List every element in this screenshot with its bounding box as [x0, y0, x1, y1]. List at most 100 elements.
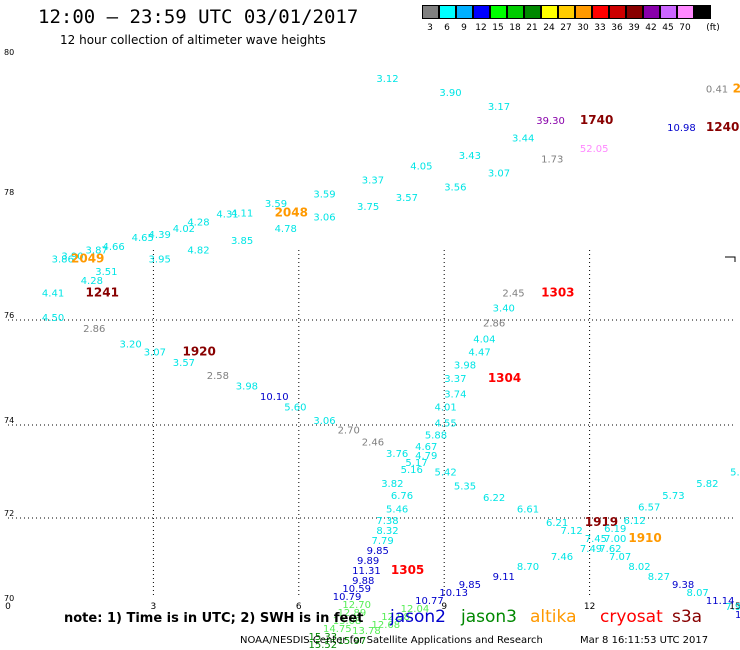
scale-swatch: [643, 5, 660, 19]
time-label: 1304: [488, 371, 521, 385]
swh-value: 3.37: [362, 176, 384, 187]
time-label: 1920: [182, 345, 215, 359]
swh-value: 7.00: [604, 534, 626, 545]
swh-value: 3.37: [444, 374, 466, 385]
swh-value: 8.70: [517, 562, 539, 573]
swh-value: 5.46: [386, 505, 408, 516]
swh-value: 8.27: [648, 572, 670, 583]
scale-label: 9: [461, 23, 467, 33]
swh-value: 4.05: [410, 162, 432, 173]
swh-value: 1.73: [541, 155, 563, 166]
time-label: 1740: [580, 113, 613, 127]
lat-tick-label: 76: [4, 311, 14, 320]
swh-value: 3.98: [236, 382, 258, 393]
swh-value: 3.20: [119, 340, 141, 351]
swh-value: 3.12: [376, 74, 398, 85]
swh-value: 3.56: [444, 183, 466, 194]
scale-swatch: [694, 5, 711, 19]
swh-value: 11.31: [352, 566, 381, 577]
scale-label: 18: [509, 23, 521, 33]
swh-value: 4.31: [216, 210, 238, 221]
swh-value: 3.95: [149, 255, 171, 266]
axis-ticks: 0 3 6 9 12 15 70 72 74 76 78 80: [4, 48, 740, 612]
lat-tick-label: 70: [4, 594, 14, 603]
swh-value: 4.02: [173, 224, 195, 235]
swh-value: 4.55: [435, 418, 457, 429]
scale-label: 3: [427, 23, 433, 33]
swh-value: 6.61: [517, 505, 539, 516]
swh-value: 5.35: [454, 481, 476, 492]
swh-value: 39.30: [536, 116, 565, 127]
swh-value: 6.19: [604, 524, 626, 535]
swh-value: 7.93: [725, 602, 740, 613]
swh-value: 3.07: [144, 348, 166, 359]
swh-value: 12.70: [342, 600, 371, 611]
legend-s3a: s3a: [672, 607, 703, 627]
legend-jason3: jason3: [461, 607, 517, 627]
scale-swatch: [422, 5, 439, 19]
swh-value: 5.42: [435, 468, 457, 479]
lon-tick-label: 9: [441, 602, 447, 612]
swh-value: 4.78: [275, 224, 297, 235]
swh-value: 10.59: [342, 584, 371, 595]
scale-label: 27: [560, 23, 572, 33]
swh-value: 10.98: [667, 123, 696, 134]
swh-value: 4.39: [149, 230, 171, 241]
timestamp: Mar 8 16:11:53 UTC 2017: [580, 635, 709, 646]
swh-value: 4.82: [187, 245, 209, 256]
map-grid: [8, 250, 736, 598]
time-label: 1241: [86, 285, 119, 299]
swh-value: 52.05: [580, 144, 609, 155]
swh-value: 15.33: [308, 632, 337, 643]
swh-value: 3.44: [512, 134, 534, 145]
swh-value: 3.98: [454, 361, 476, 372]
swh-value: 4.04: [473, 334, 495, 345]
lat-tick-label: 72: [4, 509, 14, 518]
swh-value: 3.75: [357, 202, 379, 213]
swh-value: 2.58: [207, 371, 229, 382]
swh-value: 14.75: [323, 624, 352, 635]
swh-value: 3.51: [95, 267, 117, 278]
swh-value: 6.21: [546, 518, 568, 529]
swh-value: 5.60: [284, 403, 306, 414]
swh-value: 6.76: [391, 491, 413, 502]
swh-value: 5.73: [662, 491, 684, 502]
scale-label: 36: [611, 23, 623, 33]
scale-label: 39: [628, 23, 640, 33]
scale-label: 33: [594, 23, 606, 33]
time-label: 1240: [706, 120, 739, 134]
swh-value: 3.74: [444, 390, 466, 401]
swh-value: 15.97: [338, 636, 367, 647]
scale-label: 24: [543, 23, 555, 33]
swh-value: 7.49: [580, 544, 602, 555]
swh-value: 10.79: [333, 592, 362, 603]
swh-value: 2.46: [362, 437, 384, 448]
swh-value: 3.76: [386, 449, 408, 460]
swh-value: 15.52: [308, 640, 337, 650]
scale-swatch: [473, 5, 490, 19]
scale-swatch: [609, 5, 626, 19]
swh-value: 7.79: [372, 536, 394, 547]
map-corner-mark: [725, 256, 736, 262]
swh-value: 7.46: [551, 552, 573, 563]
swh-value: 10.85: [735, 610, 740, 621]
scale-label: 70: [679, 23, 691, 33]
swh-value: 11.14: [706, 596, 735, 607]
scale-swatch: [439, 5, 456, 19]
swh-value: 3.06: [313, 416, 335, 427]
swh-value: 3.90: [439, 88, 461, 99]
swh-value: 4.28: [81, 276, 103, 287]
swh-value: 9.38: [672, 580, 694, 591]
swh-value: 4.79: [415, 451, 437, 462]
scale-unit: (ft): [706, 23, 720, 33]
wave-height-labels: 3.12 3.90 3.17 39.30 1740 0.41 2- 10.98 1240 3.44…: [42, 74, 740, 650]
swh-value: 4.11: [231, 208, 253, 219]
swh-value: 7.07: [609, 552, 631, 563]
scale-swatch: [507, 5, 524, 19]
lon-tick-label: 0: [5, 602, 11, 612]
swh-value: 7.45: [585, 534, 607, 545]
swh-value: 5.13: [730, 468, 740, 479]
scale-label: 21: [526, 23, 538, 33]
swh-value: 10.77: [415, 596, 444, 607]
